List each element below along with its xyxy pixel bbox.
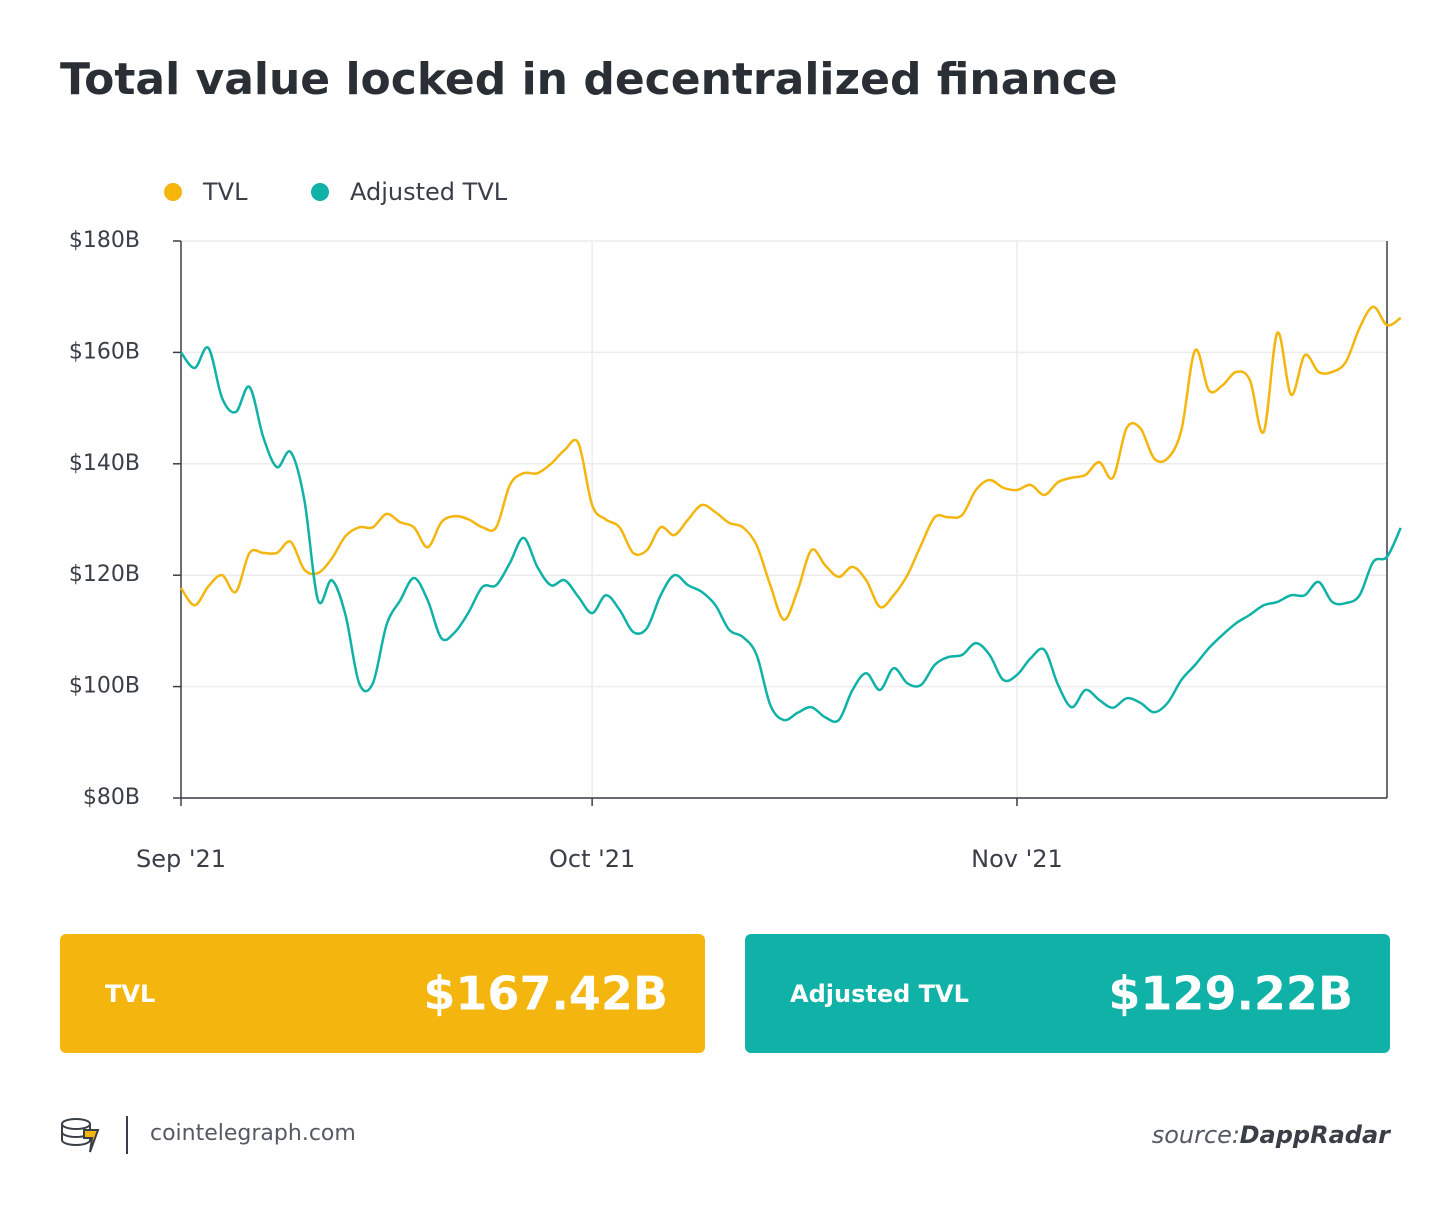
y-tick-label: $80B (83, 785, 140, 810)
legend-marker (164, 183, 182, 201)
tvl-card (60, 934, 705, 1053)
legend-marker (311, 183, 329, 201)
source: DappRadar (1240, 1121, 1393, 1149)
series-line (179, 305, 1402, 621)
legend-label: Adjusted TVL (350, 178, 508, 206)
chart-title: Total value locked in decentralized fina… (60, 54, 1118, 105)
x-tick-label: Nov '21 (971, 845, 1063, 873)
source-prefix: source: (1152, 1121, 1240, 1149)
adjusted-card (745, 934, 1390, 1053)
y-tick-label: $180B (69, 228, 140, 253)
logo (61, 1116, 128, 1154)
card-value: $129.22B (1108, 967, 1353, 1021)
legend-label: TVL (202, 178, 248, 206)
site: cointelegraph.com (150, 1121, 356, 1146)
card-label: TVL (105, 980, 155, 1008)
y-tick-label: $120B (69, 562, 140, 587)
x-tick-label: Sep '21 (136, 845, 226, 873)
y-tick-label: $100B (69, 674, 140, 699)
card-value: $167.42B (423, 967, 668, 1021)
series-line (179, 346, 1402, 724)
y-tick-label: $140B (69, 451, 140, 476)
y-tick-label: $160B (69, 339, 140, 364)
x-tick-label: Oct '21 (549, 845, 635, 873)
card-label: Adjusted TVL (790, 980, 969, 1008)
